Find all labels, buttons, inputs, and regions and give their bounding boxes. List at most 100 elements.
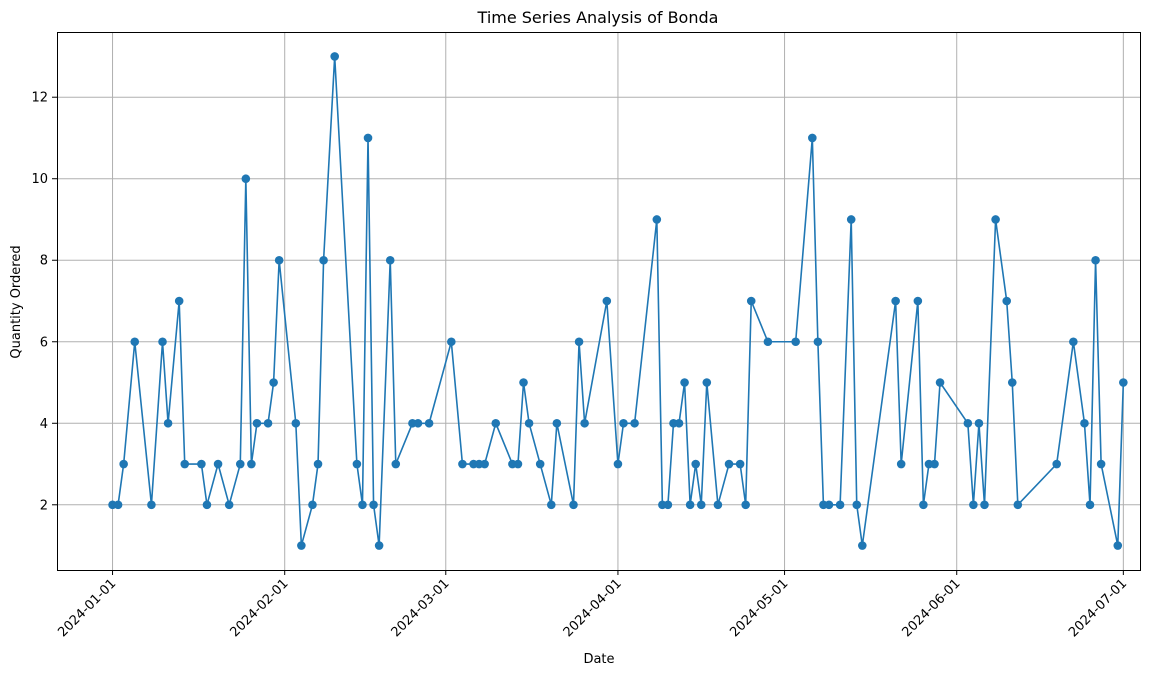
data-point xyxy=(919,500,928,510)
data-point xyxy=(1085,500,1095,510)
data-point xyxy=(313,459,323,469)
data-point xyxy=(1007,378,1017,387)
data-point xyxy=(480,459,489,469)
data-point xyxy=(447,337,456,347)
data-point xyxy=(241,174,251,184)
data-point xyxy=(685,500,695,510)
data-point xyxy=(546,500,556,510)
data-point xyxy=(247,459,256,469)
data-point xyxy=(202,500,212,510)
x-tick-label: 2024-05-01 xyxy=(727,576,791,640)
data-point xyxy=(835,500,845,510)
data-point xyxy=(580,418,589,428)
x-tick-label: 2024-07-01 xyxy=(1066,576,1130,640)
data-point xyxy=(291,418,301,428)
data-point xyxy=(852,500,862,510)
data-point xyxy=(846,215,856,224)
data-point xyxy=(613,459,623,469)
data-point xyxy=(674,418,684,428)
data-point xyxy=(991,215,1000,224)
x-tick-label: 2024-06-01 xyxy=(900,576,964,640)
data-point xyxy=(552,418,562,428)
gridlines xyxy=(57,32,1140,570)
data-point xyxy=(663,500,673,510)
data-point xyxy=(858,541,867,550)
data-point xyxy=(930,459,939,469)
data-point xyxy=(702,378,712,387)
data-point xyxy=(374,541,384,550)
data-point xyxy=(569,500,578,510)
data-point xyxy=(263,418,273,428)
data-point xyxy=(1052,459,1061,469)
data-point xyxy=(619,418,628,428)
x-tick-label: 2024-02-01 xyxy=(227,576,291,640)
data-point xyxy=(358,500,367,510)
data-point xyxy=(297,541,306,550)
data-point xyxy=(519,378,528,387)
data-point xyxy=(691,459,700,469)
data-point xyxy=(1080,418,1089,428)
data-point xyxy=(1113,541,1123,550)
data-point xyxy=(1069,337,1078,347)
data-point xyxy=(1096,459,1106,469)
data-point xyxy=(363,133,373,143)
data-point xyxy=(974,418,984,428)
data-point xyxy=(513,459,523,469)
data-point xyxy=(1119,378,1128,387)
y-axis-label: Quantity Ordered xyxy=(9,245,24,358)
data-point xyxy=(763,337,773,347)
data-point xyxy=(713,500,723,510)
data-point xyxy=(213,459,223,469)
data-point xyxy=(808,133,817,143)
y-tick-label: 4 xyxy=(40,417,48,432)
data-point xyxy=(180,459,190,469)
data-point xyxy=(980,500,989,510)
data-point xyxy=(369,500,378,510)
data-point xyxy=(896,459,906,469)
data-point xyxy=(791,337,800,347)
data-point xyxy=(574,337,584,347)
data-point xyxy=(235,459,245,469)
data-point xyxy=(252,418,262,428)
data-point xyxy=(197,459,206,469)
data-point xyxy=(746,296,756,306)
data-point xyxy=(891,296,900,306)
y-tick-label: 12 xyxy=(31,91,48,106)
data-point xyxy=(969,500,978,510)
y-tick-label: 10 xyxy=(31,172,48,187)
data-point xyxy=(385,255,395,265)
data-point xyxy=(163,418,173,428)
data-point xyxy=(824,500,834,510)
data-point xyxy=(741,500,750,510)
data-point xyxy=(352,459,362,469)
data-point xyxy=(524,418,534,428)
data-point xyxy=(274,255,284,265)
data-point xyxy=(119,459,128,469)
data-point xyxy=(158,337,167,347)
data-point xyxy=(491,418,501,428)
y-tick-label: 2 xyxy=(40,498,48,513)
data-point xyxy=(174,296,184,306)
data-point xyxy=(813,337,823,347)
data-point xyxy=(413,418,423,428)
data-point xyxy=(935,378,945,387)
data-point xyxy=(1002,296,1012,306)
data-point xyxy=(652,215,662,224)
data-point xyxy=(963,418,973,428)
data-point xyxy=(630,418,639,428)
series-line-group xyxy=(108,52,1128,550)
data-point xyxy=(391,459,401,469)
x-tick-label: 2024-04-01 xyxy=(561,576,625,640)
data-point xyxy=(602,296,612,306)
data-point xyxy=(1013,500,1023,510)
data-point xyxy=(680,378,689,387)
data-point xyxy=(1091,255,1100,265)
data-point xyxy=(696,500,706,510)
data-point xyxy=(269,378,278,387)
data-point xyxy=(130,337,140,347)
data-point xyxy=(424,418,434,428)
plot-area-frame xyxy=(57,32,1141,571)
data-point xyxy=(735,459,745,469)
data-point xyxy=(319,255,328,265)
